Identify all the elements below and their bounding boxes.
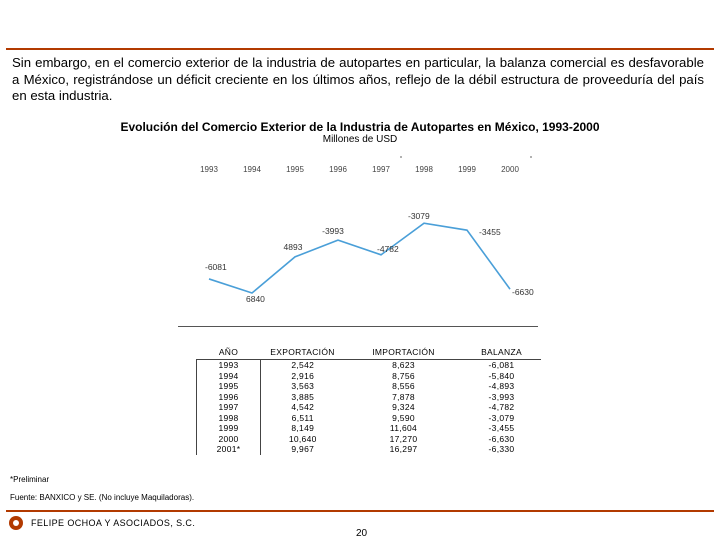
cell-balance: -4,782 — [488, 402, 515, 412]
bottom-rule — [6, 510, 714, 512]
cell-exports: 3,885 — [291, 391, 315, 402]
cell-balance: -6,330 — [488, 444, 515, 454]
header-year: AÑO — [196, 347, 261, 360]
cell-year: 1997 — [196, 402, 261, 413]
cell-imports: 8,623 — [392, 360, 415, 370]
intro-paragraph: Sin embargo, en el comercio exterior de … — [12, 55, 704, 103]
x-tick-label: 1997 — [372, 165, 390, 174]
x-tick-label: 1994 — [243, 165, 261, 174]
table-row: 2000 10,640 17,270 -6,630 — [196, 433, 541, 444]
cell-exports: 4,542 — [291, 402, 315, 412]
table-row: 1998 6,511 9,590 -3,079 — [196, 412, 541, 423]
series-line — [208, 222, 511, 294]
table-row: 1995 3,563 8,556 -4,893 — [196, 381, 541, 392]
cell-imports: 9,324 — [392, 402, 415, 412]
data-label: 6840 — [246, 294, 265, 304]
x-tick-label: 1996 — [329, 165, 347, 174]
data-label: -3455 — [479, 227, 501, 237]
cell-imports: 9,590 — [392, 412, 415, 423]
cell-year: 1999 — [196, 423, 261, 434]
preliminary-note: *Preliminar — [10, 475, 50, 484]
data-label: -3079 — [408, 211, 430, 221]
chart-subtitle: Millones de USD — [322, 134, 398, 145]
cell-exports: 3,563 — [291, 381, 315, 391]
cell-imports: 16,297 — [389, 444, 418, 454]
x-tick-label: 1993 — [200, 165, 218, 174]
cell-year: 1993 — [196, 359, 261, 371]
cell-year: 1998 — [196, 412, 261, 423]
header-exports: EXPORTACIÓN — [260, 347, 345, 360]
cell-imports: 7,878 — [392, 391, 415, 402]
cell-balance: -3,455 — [488, 423, 515, 433]
data-label: -6630 — [512, 287, 534, 297]
source-note: Fuente: BANXICO y SE. (No incluye Maquil… — [10, 493, 195, 502]
trade-balance-line-chart: 1993 1994 1995 1996 1997 1998 1999 2000 -6081 684… — [200, 156, 534, 304]
cell-balance: -4,893 — [488, 381, 515, 391]
cell-imports: 8,756 — [392, 370, 415, 381]
top-rule — [6, 48, 714, 50]
cell-year: 1994 — [196, 370, 261, 381]
x-tick-label: 1999 — [458, 165, 476, 174]
table-row: 2001* 9,967 16,297 -6,330 — [196, 444, 541, 455]
footer-company: FELIPE OCHOA Y ASOCIADOS, S.C. — [31, 518, 196, 528]
cell-year: 1995 — [196, 381, 261, 392]
table-header-row: AÑO EXPORTACIÓN IMPORTACIÓN BALANZA — [196, 347, 541, 360]
table-row: 1996 3,885 7,878 -3,993 — [196, 391, 541, 402]
chart-title: Evolución del Comercio Exterior de la In… — [120, 120, 600, 134]
table-row: 1993 2,542 8,623 -6,081 — [196, 359, 541, 371]
table-row: 1999 8,149 11,604 -3,455 — [196, 423, 541, 434]
cell-exports: 10,640 — [288, 433, 317, 444]
cell-balance: -6,630 — [488, 433, 515, 444]
table-row: 1997 4,542 9,324 -4,782 — [196, 402, 541, 413]
x-tick-label: 2000 — [501, 165, 519, 174]
header-imports: IMPORTACIÓN — [344, 347, 463, 360]
table-top-rule — [178, 326, 538, 327]
cell-year: 2001* — [196, 444, 261, 455]
cell-balance: -3,993 — [488, 391, 515, 402]
data-label: 4893 — [284, 242, 303, 252]
data-label: -6081 — [205, 262, 227, 272]
cell-balance: -5,840 — [488, 370, 515, 381]
cell-exports: 2,542 — [291, 360, 315, 370]
logo-dot — [13, 520, 19, 526]
trade-data-table: AÑO EXPORTACIÓN IMPORTACIÓN BALANZA 1993… — [196, 347, 541, 455]
x-tick-label: 1998 — [415, 165, 433, 174]
cell-imports: 11,604 — [389, 423, 418, 433]
cell-imports: 17,270 — [389, 433, 418, 444]
data-label: -3993 — [322, 226, 344, 236]
cell-exports: 9,967 — [291, 444, 315, 454]
table-row: 1994 2,916 8,756 -5,840 — [196, 370, 541, 381]
company-logo-icon — [9, 516, 23, 530]
header-balance: BALANZA — [462, 347, 541, 360]
cell-exports: 6,511 — [291, 412, 314, 423]
page-number: 20 — [356, 528, 368, 539]
cell-imports: 8,556 — [392, 381, 415, 391]
cell-balance: -6,081 — [488, 360, 515, 370]
cell-year: 2000 — [196, 433, 261, 444]
cell-exports: 8,149 — [291, 423, 315, 433]
cell-exports: 2,916 — [291, 370, 315, 381]
cell-balance: -3,079 — [488, 412, 515, 423]
cell-year: 1996 — [196, 391, 261, 402]
data-label: -4782 — [377, 244, 399, 254]
x-tick-label: 1995 — [286, 165, 304, 174]
